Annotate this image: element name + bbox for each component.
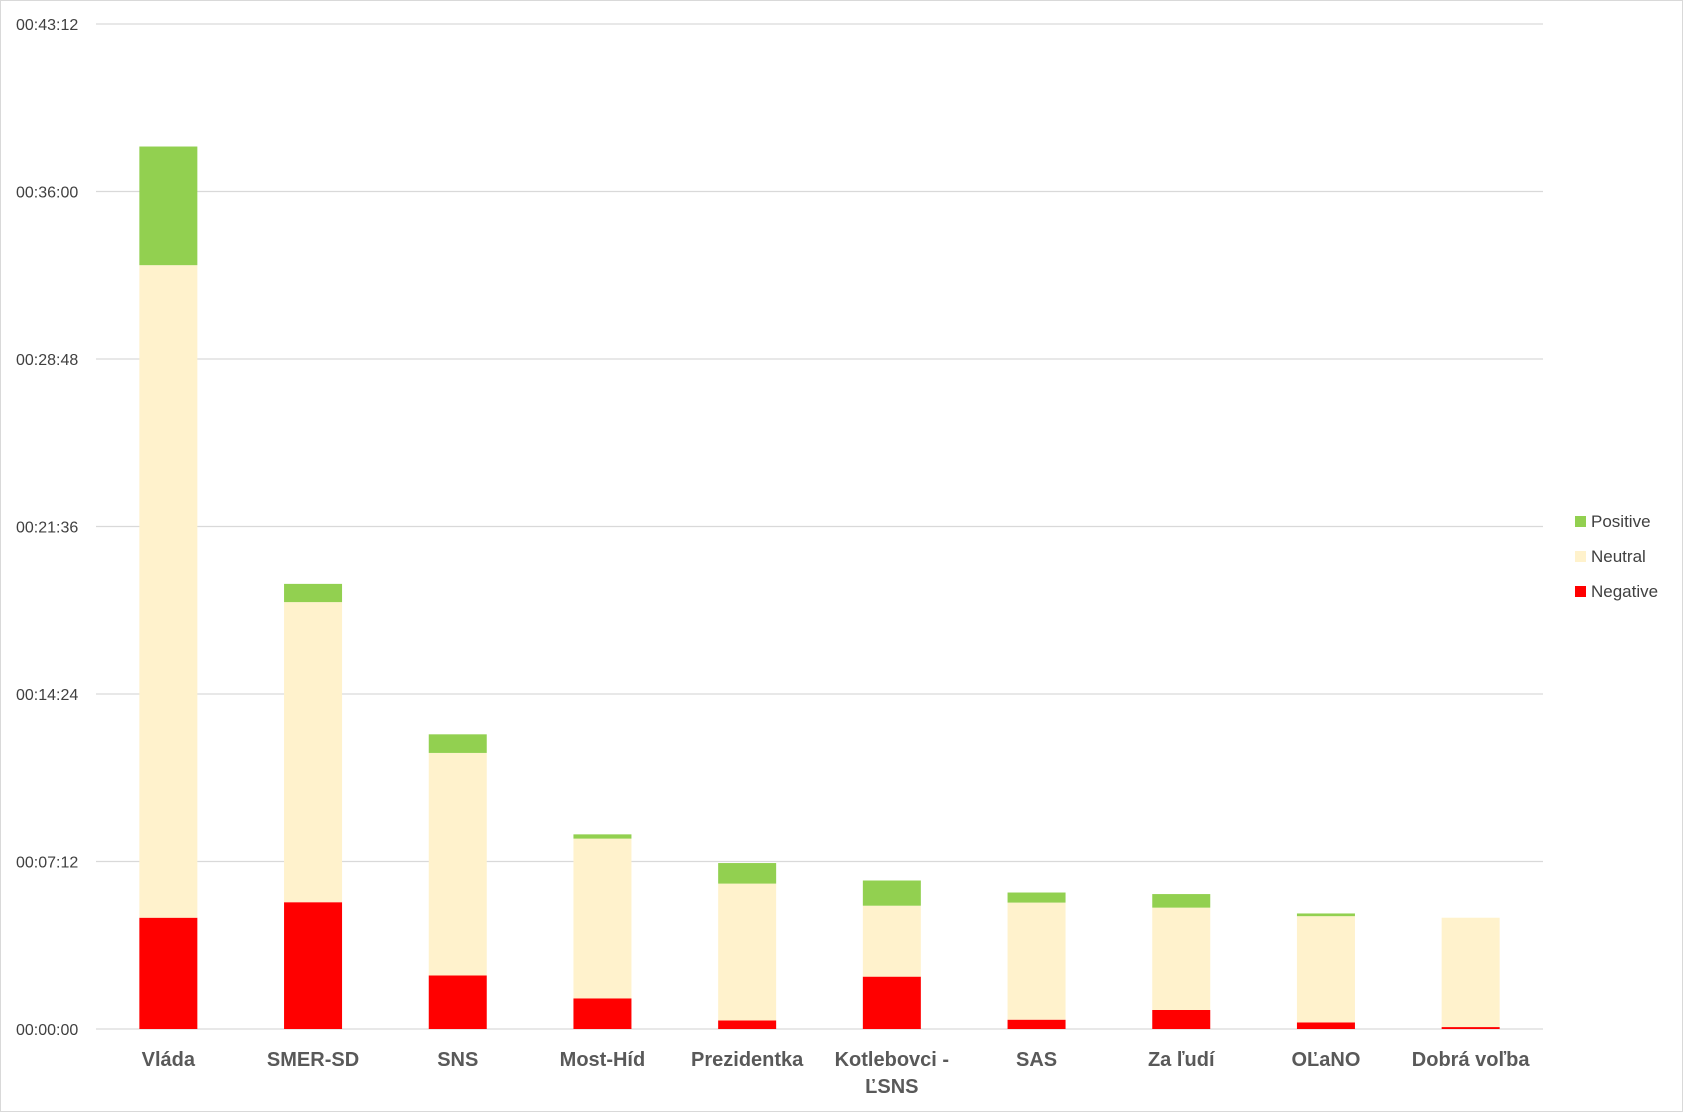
category-label: Dobrá voľba — [1412, 1049, 1531, 1071]
bar-neutral — [573, 838, 632, 999]
bar-neutral — [1441, 917, 1500, 1028]
bar-neutral — [139, 265, 198, 918]
bar-positive — [139, 146, 198, 266]
category-label: Kotlebovci -ĽSNS — [835, 1049, 949, 1098]
bar-neutral — [1152, 907, 1211, 1011]
bar-positive — [284, 583, 343, 603]
bar-neutral — [862, 905, 921, 977]
y-tick-label: 00:21:36 — [16, 520, 78, 537]
bar-neutral — [1296, 916, 1355, 1023]
bar-positive — [428, 734, 487, 753]
bar-neutral — [718, 883, 777, 1021]
bar-negative — [573, 998, 632, 1029]
category-label: Za ľudí — [1148, 1049, 1216, 1071]
bar-neutral — [284, 602, 343, 903]
bar-negative — [1441, 1027, 1500, 1029]
y-tick-label: 00:07:12 — [16, 855, 78, 872]
bar-negative — [428, 975, 487, 1029]
bar-positive — [1152, 894, 1211, 908]
x-axis-categories: Vláda SMER-SD SNS Most-Híd Prezidentka Kotleb… — [142, 1049, 1531, 1098]
y-tick-label: 00:00:00 — [16, 1022, 78, 1039]
bar-negative — [1152, 1010, 1211, 1029]
bar-negative — [718, 1020, 777, 1029]
y-tick-label: 00:28:48 — [16, 352, 78, 369]
category-label: SMER-SD — [267, 1049, 359, 1071]
bar-neutral — [428, 752, 487, 976]
bar-negative — [284, 902, 343, 1029]
category-label: Most-Híd — [560, 1049, 646, 1071]
bar-positive — [718, 863, 777, 884]
category-label: OĽaNO — [1291, 1049, 1360, 1071]
bar-negative — [1296, 1022, 1355, 1029]
category-label: SNS — [437, 1049, 478, 1071]
legend-label-negative: Negative — [1591, 582, 1658, 601]
bars — [139, 146, 1500, 1029]
category-label: Prezidentka — [691, 1049, 804, 1071]
legend-swatch-neutral — [1575, 551, 1586, 562]
bar-negative — [1007, 1019, 1066, 1029]
bar-positive — [862, 880, 921, 906]
legend-swatch-negative — [1575, 586, 1586, 597]
legend-label-neutral: Neutral — [1591, 547, 1646, 566]
legend: Positive Neutral Negative — [1575, 512, 1658, 601]
category-label: Vláda — [142, 1049, 196, 1071]
bar-positive — [1296, 913, 1355, 917]
bar-negative — [862, 976, 921, 1029]
category-label: SAS — [1016, 1049, 1057, 1071]
y-tick-label: 00:43:12 — [16, 17, 78, 34]
bar-positive — [573, 834, 632, 839]
y-tick-label: 00:14:24 — [16, 687, 78, 704]
bar-neutral — [1007, 902, 1066, 1020]
y-axis-ticks: 00:00:00 00:07:12 00:14:24 00:21:36 00:28:48… — [16, 17, 78, 1039]
bar-negative — [139, 917, 198, 1029]
legend-swatch-positive — [1575, 516, 1586, 527]
bar-positive — [1007, 892, 1066, 903]
legend-label-positive: Positive — [1591, 512, 1651, 531]
y-tick-label: 00:36:00 — [16, 185, 78, 202]
